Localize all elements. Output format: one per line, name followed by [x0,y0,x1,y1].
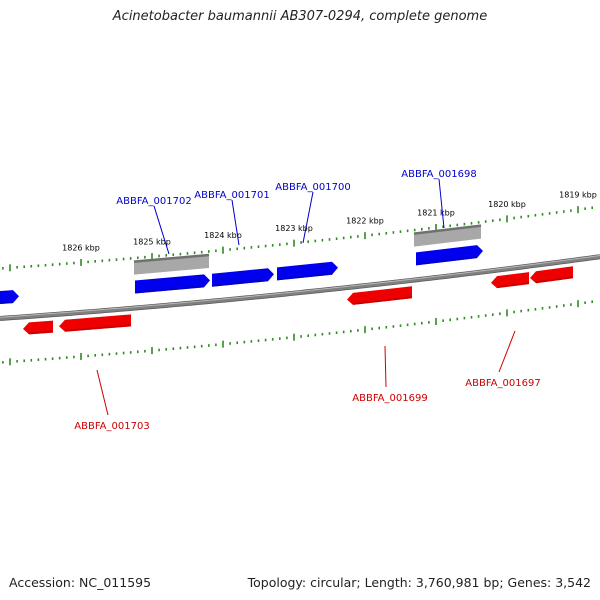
tick-label: 1824 kbp [204,231,242,240]
reverse-gene-body [347,286,412,305]
rna-gene-edge [413,224,482,235]
topology-text: Topology: circular; Length: 3,760,981 bp… [247,575,591,590]
forward-gene [212,268,274,287]
forward-gene-body [0,290,19,304]
forward-gene-shadow [212,279,268,287]
rna-gene-body [134,255,209,275]
tick-labels: 1826 kbp 1825 kbp 1824 kbp 1823 kbp 1822 kbp… [62,191,597,253]
tick-label: 1820 kbp [488,200,526,209]
reverse-gene-shadow [497,282,529,289]
forward-gene-label: ABBFA_001698 [401,169,476,180]
reverse-gene-leader [96,369,109,416]
backbone-line [0,254,600,321]
rna-gene-body [414,225,481,247]
forward-gene [277,261,338,281]
accession-text: Accession: NC_011595 [9,575,152,590]
reverse-gene-leader [384,345,387,388]
forward-gene-body [277,261,338,281]
tick-label: 1821 kbp [417,209,455,218]
forward-gene-shadow [135,285,204,294]
rna-gene-edge [133,253,210,263]
gene-label-leaders [96,178,516,416]
forward-gene-label: ABBFA_001701 [194,190,269,201]
rna-gene [413,224,482,247]
forward-gene-body [135,274,210,294]
forward-gene-shadow [277,272,332,281]
reverse-gene-label: ABBFA_001703 [74,421,149,432]
forward-gene-label: ABBFA_001702 [116,196,191,207]
genome-backbone [0,254,600,321]
rna-gene [133,253,210,275]
forward-gene [135,274,210,294]
forward-gene-label: ABBFA_001700 [275,182,350,193]
reverse-gene [59,314,131,332]
reverse-gene-label: ABBFA_001699 [352,393,427,404]
forward-gene-leader [231,199,240,246]
forward-gene-body [416,245,483,266]
forward-gene-track [0,245,483,304]
reverse-gene-shadow [29,330,53,335]
forward-gene [0,290,19,304]
tick-label: 1823 kbp [275,224,313,233]
reverse-gene [347,286,412,305]
forward-gene-shadow [416,256,477,266]
reverse-gene [491,272,529,289]
reverse-gene-shadow [65,324,131,332]
reverse-gene-label: ABBFA_001697 [465,378,540,389]
forward-gene-leader [438,178,445,229]
tick-label: 1825 kbp [133,238,171,247]
reverse-gene [23,320,53,335]
reverse-gene-shadow [353,296,412,305]
genome-title: Acinetobacter baumannii AB307-0294, comp… [112,9,488,24]
reverse-gene-leader [498,330,516,373]
forward-gene-leader [302,191,314,244]
inner-tick-marks [2,300,594,366]
rna-gene-track [133,224,482,275]
reverse-gene-track [23,266,573,335]
tick-label: 1826 kbp [62,243,100,252]
forward-gene [416,245,483,266]
reverse-gene-body [23,320,53,335]
tick-label: 1822 kbp [346,217,384,226]
forward-gene-leader [153,205,170,255]
outer-tick-marks [2,206,594,272]
reverse-gene-shadow [536,276,573,284]
backbone-highlight [0,255,600,318]
tick-label: 1819 kbp [559,191,597,200]
reverse-gene [530,266,573,284]
forward-gene-shadow [0,301,13,304]
